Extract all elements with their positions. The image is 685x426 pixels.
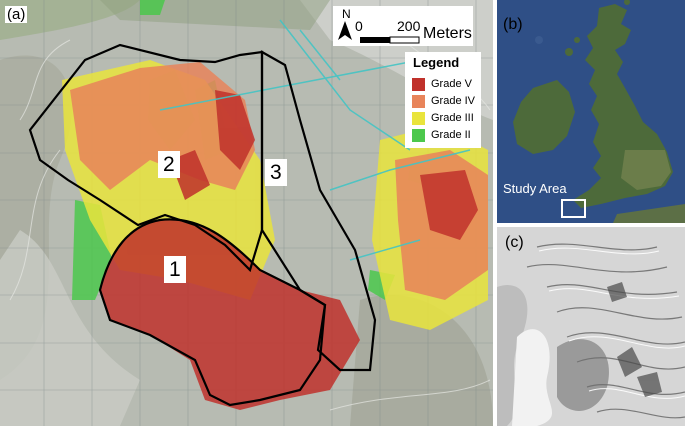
legend-swatch [412,94,425,108]
panel-label-a: (a) [5,6,28,23]
legend: Legend Grade V Grade IV Grade III Grade … [405,52,481,148]
legend-swatch [412,77,425,91]
panel-label-b: (b) [503,16,523,33]
legend-label: Grade IV [431,95,476,107]
scale-unit: Meters [423,25,472,42]
legend-label: Grade III [431,112,474,124]
scale-start: 0 [355,18,363,34]
legend-item-grade-iv: Grade IV [412,94,475,108]
north-arrow-icon [338,21,352,40]
legend-title: Legend [413,55,460,70]
panel-label-c: (c) [505,234,524,251]
zone-label-2: 2 [158,151,180,178]
scale-bar-graphic [360,36,420,44]
zone-label-1: 1 [164,256,186,283]
north-label: N [342,7,351,21]
study-area-box [561,199,586,218]
hillshade-panel: (c) [497,227,685,426]
legend-item-grade-iii: Grade III [412,111,474,125]
legend-swatch [412,111,425,125]
legend-label: Grade II [431,129,471,141]
location-map-panel: (b) Study Area [497,0,685,223]
hillshade-terrain [497,227,685,426]
main-map-panel: (a) 1 2 3 N 0 200 Meters Legend Grade V … [0,0,493,426]
study-area-label: Study Area [503,181,567,196]
legend-item-grade-v: Grade V [412,77,472,91]
legend-label: Grade V [431,78,472,90]
uk-location-map [497,0,685,223]
scale-bar: N 0 200 Meters [333,6,473,46]
legend-item-grade-ii: Grade II [412,128,471,142]
scale-end: 200 [397,18,421,34]
legend-swatch [412,128,425,142]
zone-label-3: 3 [265,159,287,186]
